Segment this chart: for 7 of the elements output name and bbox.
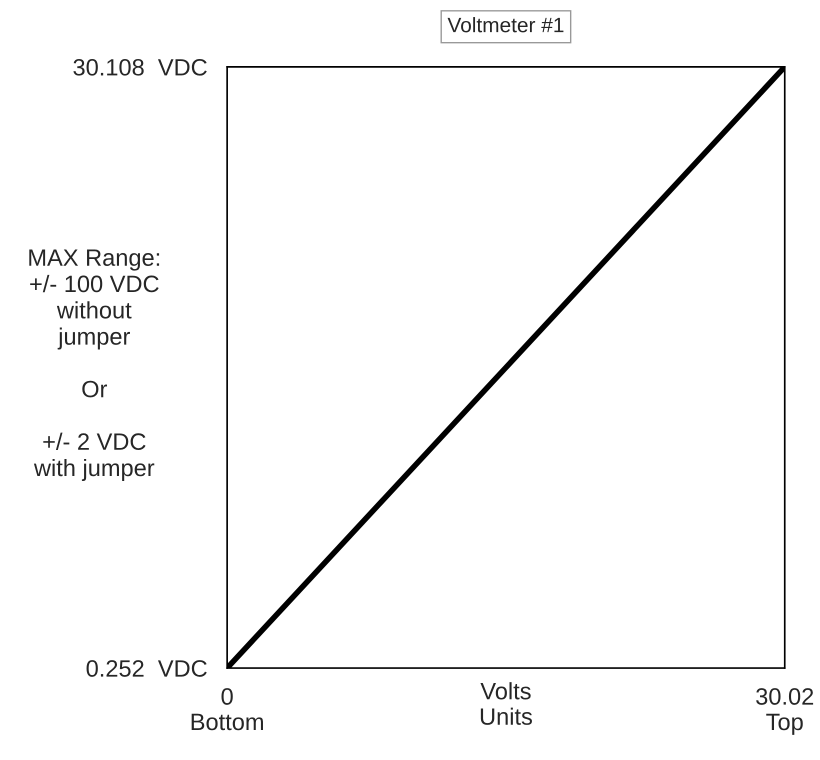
x-tick-label: 0 Bottom <box>192 688 263 730</box>
y-tick-label: 0.252 VDC <box>86 660 207 677</box>
text: MAX Range: +/- 100 VDC without jumper Or +/- 2 VDC with jumper <box>29 250 160 481</box>
x-axis-title: Volts Units <box>480 682 532 725</box>
chart-title: Voltmeter #1 <box>448 17 564 32</box>
y-tick-label: 30.108 VDC <box>73 58 207 76</box>
x-tick-label: 30.02 Top <box>756 688 814 735</box>
